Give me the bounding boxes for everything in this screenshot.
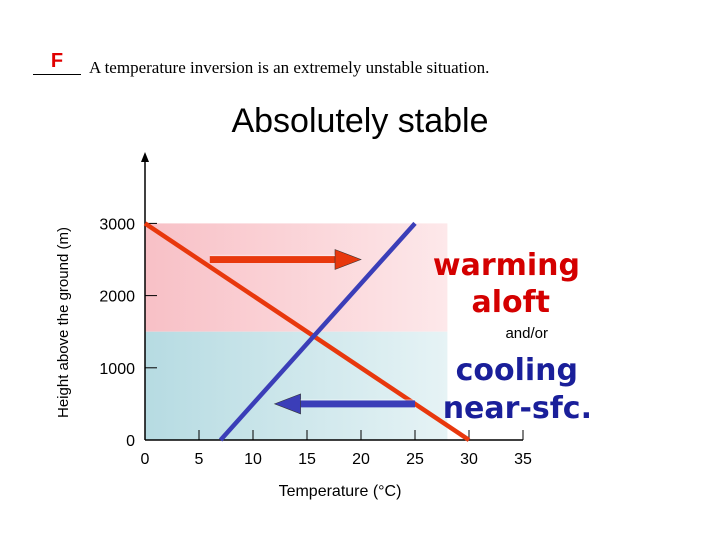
- cooling-arrow: [273, 393, 415, 415]
- y-tick-label: 1000: [99, 361, 135, 378]
- y-tick-label: 3000: [99, 216, 135, 233]
- cool-zone: [145, 331, 448, 440]
- axes: [141, 152, 523, 441]
- arrow-layer: [209, 249, 415, 415]
- x-tick-label: 10: [244, 451, 262, 468]
- x-tick-label: 5: [195, 451, 204, 468]
- y-tick-label: 0: [126, 433, 135, 450]
- warming-arrow-head: [334, 249, 362, 270]
- x-tick-label: 0: [141, 451, 150, 468]
- cooling-arrow-head: [273, 393, 301, 415]
- chart-title: Absolutely stable: [231, 102, 489, 140]
- x-tick-label: 15: [298, 451, 316, 468]
- x-tick-label: 30: [460, 451, 478, 468]
- annotation-near-sfc: near-sfc.: [443, 391, 592, 426]
- ticks: 0 1000 2000 3000 0 5 10 15 20 25 30 35: [99, 216, 532, 468]
- x-tick-label: 35: [514, 451, 532, 468]
- answer-blank: [33, 50, 81, 75]
- annotation-andor: and/or: [505, 325, 548, 342]
- warming-arrow: [209, 249, 362, 270]
- x-tick-label: 25: [406, 451, 424, 468]
- annotation-cooling: cooling: [456, 353, 578, 388]
- question-row: F A temperature inversion is an extremel…: [33, 50, 593, 80]
- annotation-warming: warming: [433, 248, 580, 283]
- annotation-aloft: aloft: [471, 285, 550, 320]
- y-axis-label: Height above the ground (m): [55, 227, 72, 418]
- question-text: A temperature inversion is an extremely …: [89, 58, 490, 77]
- answer-letter: F: [50, 50, 64, 72]
- x-axis-label: Temperature (°C): [279, 483, 402, 500]
- x-tick-label: 20: [352, 451, 370, 468]
- y-axis-arrowhead: [141, 152, 149, 162]
- y-tick-label: 2000: [99, 289, 135, 306]
- blue-profile-line: [218, 221, 417, 442]
